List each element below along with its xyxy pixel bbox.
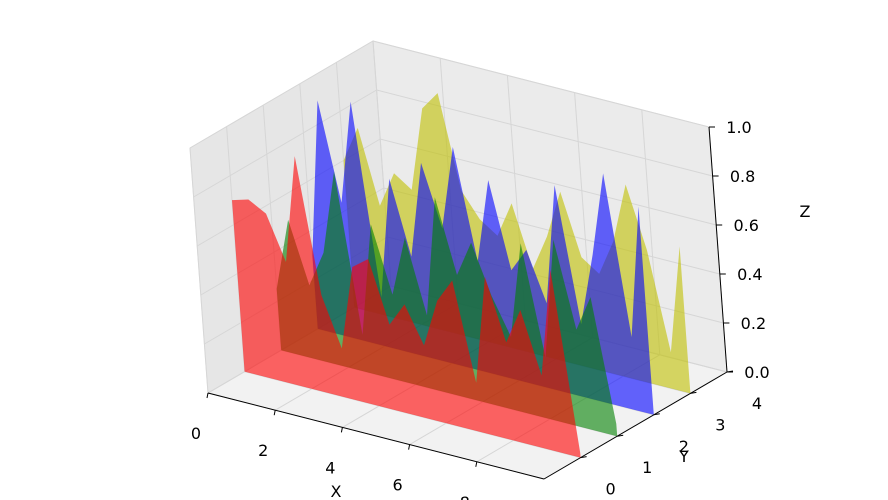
x-tick [408,444,411,450]
x-tick-label: 6 [393,476,403,495]
x-axis-line [207,392,545,480]
y-axis-label: Y [678,447,689,466]
z-tick-label: 0.8 [730,167,755,186]
tick-labels: 0 2 4 6 8 0 1 2 3 4 0.0 0.2 0.4 0.6 0.8 1.0 [191,118,770,500]
y-tick-label: 0 [606,480,616,499]
y-tick [580,456,587,459]
z-tick-label: 0.0 [744,363,769,382]
z-axis-line [708,126,728,373]
y-axis-line [543,371,728,480]
grid-line-z-side [193,89,377,198]
z-tick-label: 0.2 [741,314,766,333]
x-tick [273,410,276,416]
y-tick-label: 3 [715,415,725,434]
y-tick [617,434,624,437]
x-tick-label: 2 [258,441,268,460]
x-tick-label: 8 [460,493,470,500]
x-tick [340,427,343,433]
z-tick-label: 0.4 [737,265,762,284]
x-tick [206,392,209,399]
x-axis-label: X [331,482,342,500]
grid-line-z-side [189,40,374,149]
y-tick [690,391,697,394]
z-axis-label: Z [800,202,811,221]
series-polygon-y0 [232,156,581,458]
y-tick-label: 1 [642,458,652,477]
grid-line-y-side [189,147,209,394]
y-tick [653,413,660,416]
x-tick-label: 0 [191,424,201,443]
axes-lines [206,126,734,480]
x-tick [475,461,478,467]
y-tick-label: 4 [752,394,762,413]
z-tick-label: 1.0 [726,118,751,137]
z-tick-label: 0.6 [733,216,758,235]
grid-line-z-back [372,40,710,128]
series-layer [232,93,691,458]
y-tick-label: 2 [679,437,689,456]
x-tick-label: 4 [325,458,335,477]
